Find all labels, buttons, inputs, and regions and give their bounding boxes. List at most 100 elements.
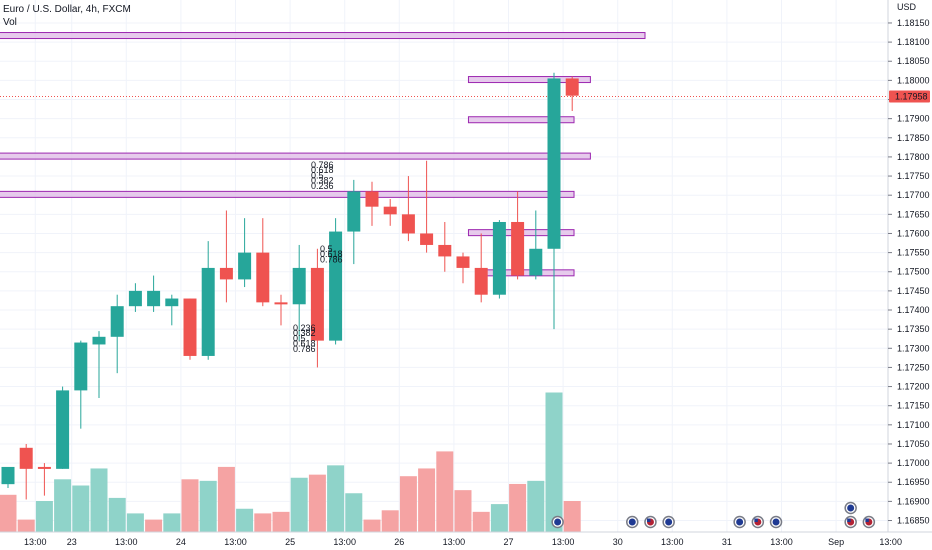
price-tick-label: 1.18100: [897, 37, 930, 47]
candle-body[interactable]: [383, 206, 397, 215]
time-axis-panel[interactable]: [0, 532, 932, 550]
candle-body[interactable]: [183, 298, 197, 356]
volume-label: Vol: [3, 17, 17, 28]
candle-body[interactable]: [256, 252, 270, 303]
candle-body[interactable]: [310, 267, 324, 341]
volume-bar: [381, 510, 399, 532]
event-flag-canton-icon: [865, 518, 869, 522]
volume-bar: [327, 465, 345, 532]
volume-bar: [490, 504, 508, 532]
candle-body[interactable]: [1, 466, 15, 485]
currency-label: USD: [897, 2, 917, 12]
volume-bar: [509, 483, 527, 532]
candle-body[interactable]: [547, 78, 561, 249]
candle-body[interactable]: [329, 231, 343, 341]
volume-bar: [472, 511, 490, 532]
candle-body[interactable]: [201, 267, 215, 356]
time-tick-label: 13:00: [224, 537, 247, 547]
candle-body[interactable]: [147, 290, 161, 307]
fib-label: 0.5: [320, 244, 333, 254]
fib-label: 0.618: [311, 165, 334, 175]
zone-rectangle[interactable]: [467, 76, 591, 84]
time-tick-label: 26: [394, 537, 404, 547]
candle-body[interactable]: [347, 191, 361, 232]
event-flag-canton-icon: [754, 518, 758, 522]
price-tick-label: 1.16900: [897, 496, 930, 506]
time-tick-label: 13:00: [879, 537, 902, 547]
price-tick-label: 1.17800: [897, 152, 930, 162]
candle-body[interactable]: [165, 298, 179, 307]
volume-bar: [54, 479, 72, 532]
event-flag-icon: [772, 518, 780, 526]
fib-label: 0.5: [311, 170, 324, 180]
volume-bar: [272, 511, 290, 532]
candle-body[interactable]: [529, 248, 543, 276]
candle-body[interactable]: [438, 244, 452, 257]
time-tick-label: Sep: [828, 537, 844, 547]
time-tick-label: 13:00: [24, 537, 47, 547]
zone-rectangle[interactable]: [467, 116, 575, 124]
candle-body[interactable]: [565, 78, 579, 96]
time-tick-label: 13:00: [333, 537, 356, 547]
volume-bar: [545, 392, 563, 532]
zone-rectangle[interactable]: [0, 152, 591, 160]
price-tick-label: 1.18050: [897, 56, 930, 66]
candle-body[interactable]: [492, 221, 506, 295]
volume-bar: [363, 519, 381, 532]
candle-body[interactable]: [292, 267, 306, 305]
volume-bar: [35, 501, 53, 532]
volume-bar: [563, 501, 581, 532]
candle-body[interactable]: [74, 342, 88, 391]
volume-bar: [163, 513, 181, 532]
price-tick-label: 1.17550: [897, 248, 930, 258]
fib-label: 0.618: [320, 249, 343, 259]
candle-body[interactable]: [401, 214, 415, 234]
time-tick-label: 24: [176, 537, 186, 547]
time-tick-label: 13:00: [443, 537, 466, 547]
event-flag-canton-icon: [847, 518, 851, 522]
time-tick-label: 13:00: [770, 537, 793, 547]
volume-bar: [199, 480, 217, 532]
candle-body[interactable]: [456, 256, 470, 268]
candle-body[interactable]: [128, 290, 142, 307]
price-tick-label: 1.17300: [897, 343, 930, 353]
event-flag-icon: [554, 518, 562, 526]
price-tick-label: 1.17500: [897, 267, 930, 277]
fib-label: 0.382: [293, 328, 316, 338]
candle-body[interactable]: [110, 306, 124, 337]
candle-body[interactable]: [420, 233, 434, 245]
candle-body[interactable]: [92, 336, 106, 345]
volume-bar: [236, 508, 254, 532]
zone-rectangle[interactable]: [0, 190, 575, 198]
candle-body[interactable]: [474, 267, 488, 295]
candle-body[interactable]: [365, 191, 379, 207]
candle-body[interactable]: [238, 252, 252, 280]
candle-body[interactable]: [19, 447, 33, 469]
volume-bar: [308, 474, 326, 532]
volume-bar: [17, 519, 35, 532]
zone-rectangle[interactable]: [0, 32, 646, 40]
volume-bar: [145, 519, 163, 532]
candle-body[interactable]: [37, 466, 51, 469]
volume-bar: [454, 490, 472, 532]
volume-bar: [108, 497, 126, 532]
price-tick-label: 1.17750: [897, 171, 930, 181]
fib-label: 0.236: [293, 323, 316, 333]
candle-body[interactable]: [219, 267, 233, 280]
candle-body[interactable]: [56, 390, 70, 469]
candle-body[interactable]: [274, 302, 288, 305]
candle-body[interactable]: [511, 221, 525, 276]
price-tick-label: 1.17650: [897, 209, 930, 219]
price-tick-label: 1.17450: [897, 286, 930, 296]
volume-bar: [90, 468, 108, 532]
volume-bar: [399, 476, 417, 532]
event-flag-canton-icon: [646, 518, 651, 522]
volume-bar: [436, 451, 454, 532]
volume-bar: [217, 466, 235, 532]
price-tick-label: 1.17150: [897, 401, 930, 411]
volume-bar: [181, 479, 199, 532]
price-tick-label: 1.17900: [897, 114, 930, 124]
time-tick-label: 13:00: [115, 537, 138, 547]
